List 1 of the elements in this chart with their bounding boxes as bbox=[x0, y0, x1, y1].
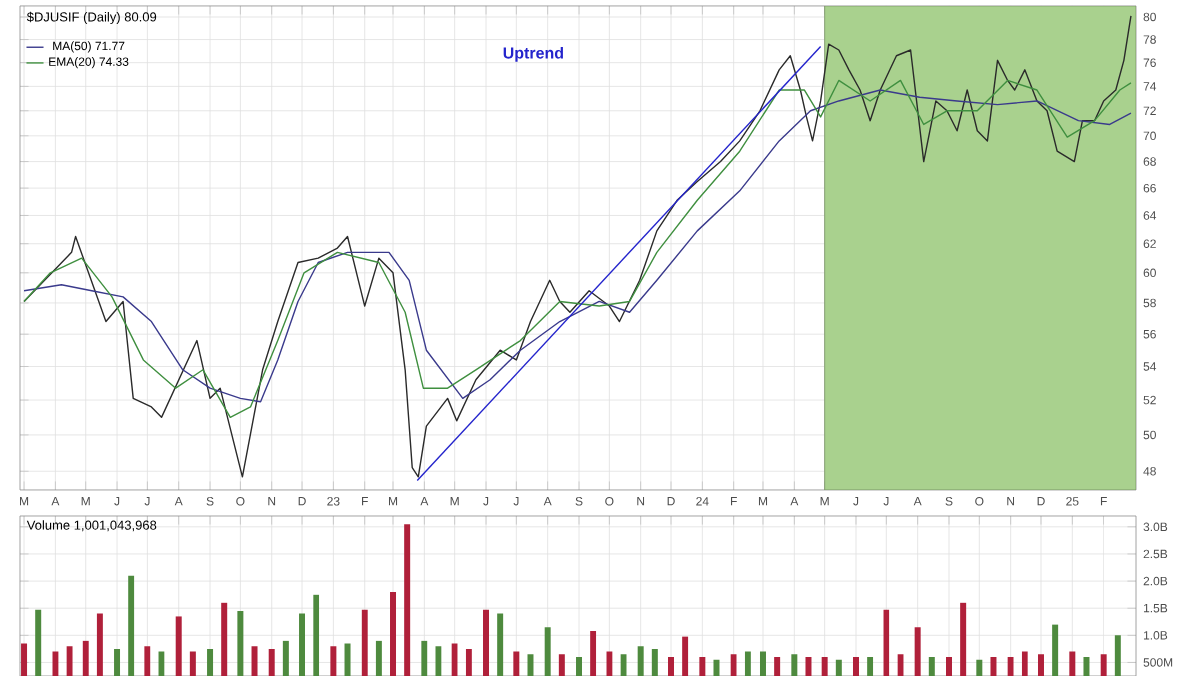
annotation: Uptrend bbox=[503, 46, 563, 62]
